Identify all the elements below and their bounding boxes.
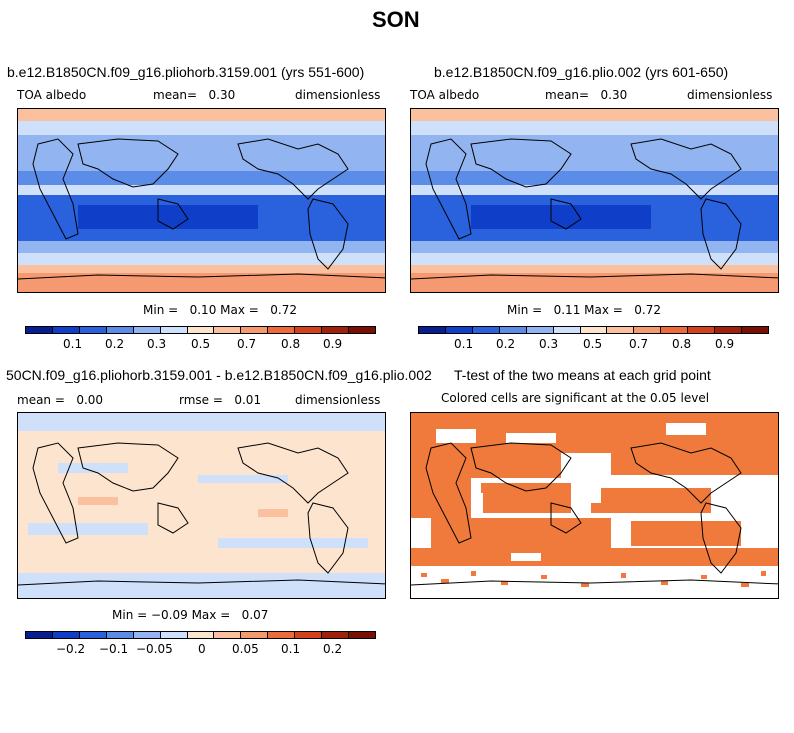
panel2-units: dimensionless: [687, 88, 773, 102]
panel2-tick-label: 0.9: [715, 337, 735, 351]
panel4-subtitle: Colored cells are significant at the 0.0…: [441, 391, 710, 405]
panel2-colorbar: [418, 326, 769, 334]
panel3-units: dimensionless: [295, 393, 381, 407]
panel1-tick-label: 0.7: [237, 337, 257, 351]
panel3-difference-field: [18, 413, 385, 598]
panel3-tick-label: 0: [198, 642, 206, 656]
panel2-tick-label: 0.5: [583, 337, 603, 351]
panel2-albedo-field: [411, 109, 778, 292]
panel3-minmax: Min = −0.09 Max = 0.07: [112, 608, 269, 622]
panel1-tick-label: 0.8: [281, 337, 301, 351]
panel1-albedo-field: [18, 109, 385, 292]
panel3-rmse: rmse = 0.01: [179, 393, 262, 407]
panel3-title: 50CN.f09_g16.pliohorb.3159.001 - b.e12.B…: [6, 367, 432, 383]
panel1-mean: mean= 0.30: [153, 88, 236, 102]
panel1-tick-label: 0.9: [323, 337, 343, 351]
panel1-units: dimensionless: [295, 88, 381, 102]
panel1-map: [17, 108, 386, 293]
panel2-tick-label: 0.3: [539, 337, 559, 351]
panel2-map: [410, 108, 779, 293]
panel4-map: [410, 412, 779, 599]
panel2-tick-label: 0.8: [672, 337, 692, 351]
panel3-tick-label: −0.1: [99, 642, 129, 656]
panel3-mean: mean = 0.00: [17, 393, 104, 407]
panel1-variable: TOA albedo: [17, 88, 87, 102]
panel1-tick-label: 0.5: [191, 337, 211, 351]
panel2-variable: TOA albedo: [410, 88, 480, 102]
panel3-colorbar: [25, 631, 376, 639]
figure-title: SON: [372, 7, 420, 32]
panel2-minmax: Min = 0.11 Max = 0.72: [507, 303, 661, 317]
panel1-tick-label: 0.2: [105, 337, 125, 351]
panel2-tick-label: 0.2: [496, 337, 516, 351]
panel3-map: [17, 412, 386, 599]
panel4-title: T-test of the two means at each grid poi…: [454, 367, 711, 383]
panel1-tick-label: 0.1: [63, 337, 83, 351]
panel2-tick-label: 0.7: [629, 337, 649, 351]
panel3-tick-label: 0.1: [281, 642, 301, 656]
panel2-title: b.e12.B1850CN.f09_g16.plio.002 (yrs 601-…: [434, 64, 729, 80]
panel3-tick-label: 0.2: [323, 642, 343, 656]
panel1-minmax: Min = 0.10 Max = 0.72: [143, 303, 297, 317]
panel3-tick-label: −0.05: [136, 642, 173, 656]
panel2-mean: mean= 0.30: [545, 88, 628, 102]
panel4-significance-field: [411, 413, 778, 598]
panel1-title: b.e12.B1850CN.f09_g16.pliohorb.3159.001 …: [7, 64, 365, 80]
panel3-tick-label: −0.2: [56, 642, 86, 656]
panel2-tick-label: 0.1: [454, 337, 474, 351]
panel1-tick-label: 0.3: [147, 337, 167, 351]
panel1-colorbar: [25, 326, 376, 334]
panel3-tick-label: 0.05: [232, 642, 259, 656]
